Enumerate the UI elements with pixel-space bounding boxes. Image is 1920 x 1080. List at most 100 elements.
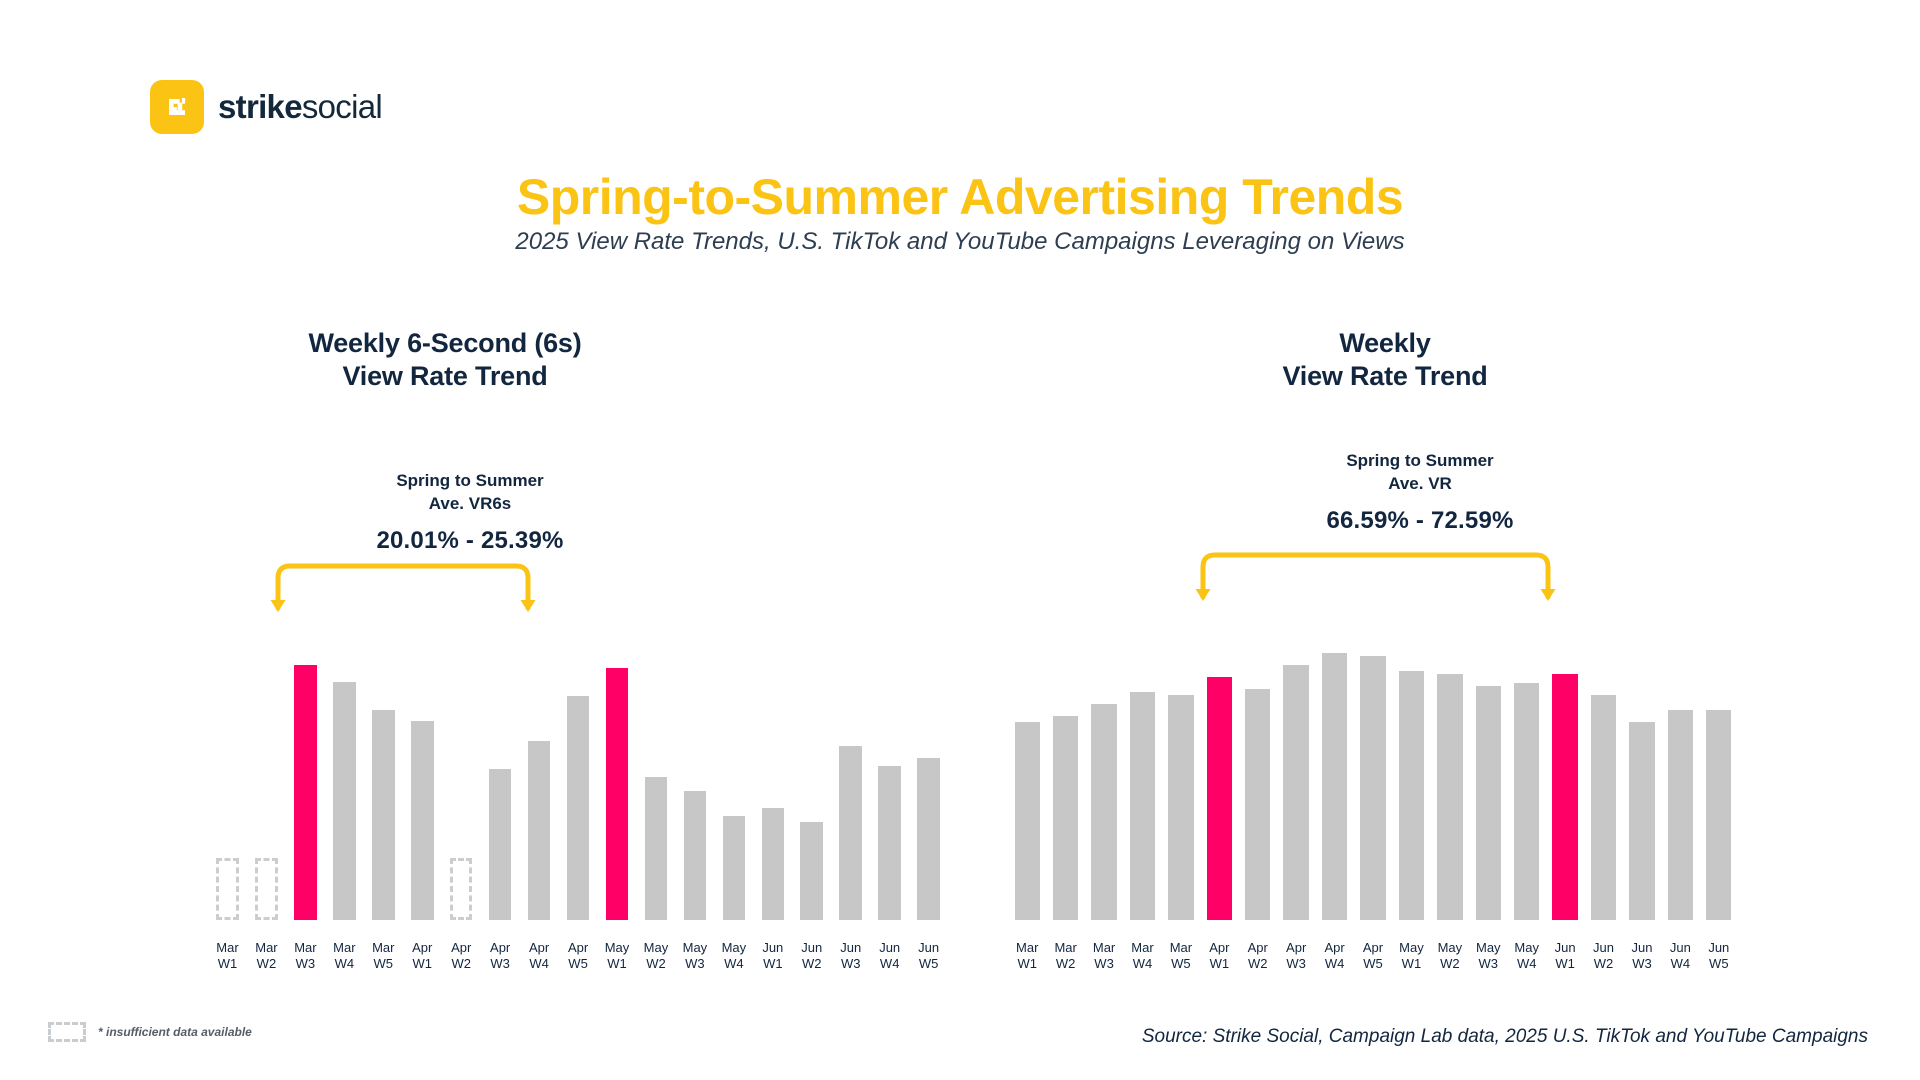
left-callout-line1: Spring to Summer [396, 471, 544, 490]
bar-slot [1469, 620, 1507, 920]
x-tick: Jun W3 [840, 940, 862, 972]
x-tick: Jun W1 [1554, 940, 1576, 972]
x-tick: May W4 [721, 940, 747, 972]
right-callout-line2: Ave. VR [1388, 473, 1452, 493]
x-tick: May W1 [604, 940, 630, 972]
bar-slot [753, 640, 792, 920]
x-tick: Mar W2 [1054, 940, 1077, 972]
x-tick: Apr W3 [490, 940, 511, 972]
x-tick: Apr W1 [412, 940, 433, 972]
page-subtitle: 2025 View Rate Trends, U.S. TikTok and Y… [515, 228, 1405, 255]
bar [527, 740, 551, 920]
bar [1245, 689, 1271, 920]
left-chart-heading-line1: Weekly 6-Second (6s) [308, 328, 582, 358]
left-callout: Spring to Summer Ave. VR6s 20.01% - 25.3… [300, 470, 640, 555]
bar-slot [1354, 620, 1392, 920]
x-tick: Apr W4 [1324, 940, 1345, 972]
bar-slot [792, 640, 831, 920]
strike-s-icon [150, 80, 204, 134]
right-chart-x-axis: Mar W1 Mar W2 Mar W3 Mar W4 Mar W5 Apr W… [1008, 940, 1738, 973]
bar-slot [286, 640, 325, 920]
x-tick: Mar W5 [1169, 940, 1193, 972]
x-tick: Mar W4 [1131, 940, 1154, 972]
right-chart-panel: Weekly View Rate Trend [960, 0, 1820, 1080]
bar [372, 710, 395, 920]
bar [1091, 704, 1117, 920]
bar [800, 822, 824, 920]
page-title: Spring-to-Summer Advertising Trends [516, 169, 1404, 225]
bar-slot [909, 640, 948, 920]
bar-highlight [294, 665, 317, 920]
bar-empty [255, 858, 278, 920]
bar-slot [714, 640, 753, 920]
bar [1667, 710, 1694, 920]
x-tick: Mar W3 [1092, 940, 1116, 972]
bar [1283, 665, 1309, 920]
brand-wordmark-light: social [301, 88, 383, 125]
bar-slot [1085, 620, 1123, 920]
x-tick: Apr W1 [1209, 940, 1230, 972]
x-tick: Apr W2 [451, 940, 472, 972]
bar [917, 757, 940, 920]
x-tick: May W2 [1437, 940, 1463, 972]
bar-slot [325, 640, 364, 920]
bar-slot [1623, 620, 1661, 920]
bar-slot [1392, 620, 1430, 920]
left-callout-line2: Ave. VR6s [428, 493, 512, 513]
right-callout-line1: Spring to Summer [1346, 451, 1494, 470]
x-tick: Mar W1 [216, 940, 239, 972]
right-chart-plot [1008, 620, 1738, 920]
bar [878, 766, 901, 920]
left-chart-plot [208, 640, 948, 920]
bar-highlight [1552, 674, 1578, 920]
x-tick: Jun W4 [1669, 940, 1691, 972]
bar-slot [870, 640, 909, 920]
x-tick: Apr W4 [528, 940, 550, 972]
x-tick: Jun W2 [801, 940, 823, 972]
x-tick: May W4 [1514, 940, 1539, 972]
bar [722, 816, 746, 920]
x-tick: Apr W5 [1362, 940, 1384, 972]
left-chart-panel: Weekly 6-Second (6s) View Rate Trend [140, 0, 960, 1080]
left-chart-heading: Weekly 6-Second (6s) View Rate Trend [170, 327, 720, 393]
insufficient-data-legend: * insufficient data available [48, 1022, 252, 1042]
bar-slot [1123, 620, 1161, 920]
bar-slot [208, 640, 247, 920]
brand-wordmark-bold: strike [218, 88, 303, 125]
bar-slot [403, 640, 442, 920]
x-tick: May W3 [682, 940, 708, 972]
bar [410, 721, 434, 920]
bar-slot [520, 640, 559, 920]
bar [1629, 722, 1655, 920]
bar [1052, 716, 1079, 920]
bar-slot [442, 640, 481, 920]
x-tick: Apr W2 [1247, 940, 1268, 972]
bar-slot [1008, 620, 1046, 920]
bar-slot [1661, 620, 1699, 920]
bar-slot [1046, 620, 1084, 920]
bar [644, 777, 668, 920]
x-tick: Mar W1 [1016, 940, 1039, 972]
bar [1514, 683, 1540, 920]
bar [566, 696, 590, 920]
bar-slot [1239, 620, 1277, 920]
bar-slot [1546, 620, 1584, 920]
bar-slot [1431, 620, 1469, 920]
left-chart-x-axis: Mar W1 Mar W2 Mar W3 Mar W4 Mar W5 Apr W… [208, 940, 948, 973]
right-chart-heading: Weekly View Rate Trend [1140, 327, 1630, 393]
x-tick: Apr W5 [567, 940, 589, 972]
left-callout-range: 20.01% - 25.39% [376, 527, 564, 555]
bar [683, 791, 707, 920]
bar-slot [559, 640, 598, 920]
bar-slot [1200, 620, 1238, 920]
x-tick: Mar W4 [333, 940, 356, 972]
x-tick: Jun W4 [879, 940, 901, 972]
brand-wordmark: strikesocial [218, 88, 383, 126]
bar [1129, 692, 1156, 920]
bar [1321, 653, 1348, 920]
right-callout-range: 66.59% - 72.59% [1326, 507, 1514, 535]
bar-empty [216, 858, 239, 920]
bar [1398, 671, 1425, 920]
dashed-bar-icon [48, 1022, 86, 1042]
x-tick: May W1 [1399, 940, 1424, 972]
